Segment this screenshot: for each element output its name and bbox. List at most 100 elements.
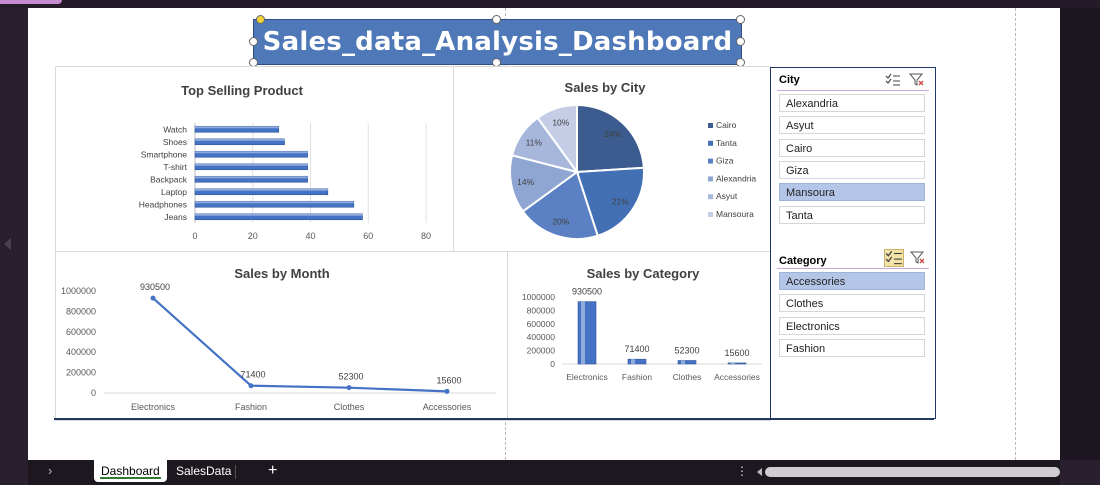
legend-label: Mansoura — [716, 209, 754, 219]
slicer-item-mansoura[interactable]: Mansoura — [779, 183, 925, 202]
legend-swatch — [708, 140, 713, 146]
series-line — [152, 297, 448, 393]
shape-resize-handle[interactable] — [492, 15, 501, 24]
slicer-item-cairo[interactable]: Cairo — [779, 138, 925, 157]
pie-slice — [536, 103, 578, 176]
bar-highlight — [195, 163, 308, 166]
legend-swatch — [708, 176, 713, 182]
x-tick-label: 80 — [421, 231, 431, 241]
legend-swatch — [708, 212, 713, 217]
slicer-divider — [777, 268, 929, 269]
y-tick-label: Smartphone — [141, 149, 188, 159]
shape-rotate-handle[interactable] — [256, 15, 265, 24]
dashboard-title: Sales_data_Analysis_Dashboard — [262, 27, 733, 57]
legend-swatch — [708, 123, 713, 128]
shape-resize-handle[interactable] — [249, 37, 258, 46]
y-tick-label: 0 — [91, 388, 96, 398]
city-slicer[interactable]: City Alexandria Asyut Cairo Giza Mansoura Tan… — [770, 67, 936, 251]
tab-scroll-right-icon[interactable]: › — [48, 463, 53, 478]
slicer-item-giza[interactable]: Giza — [779, 160, 925, 179]
legend-swatch — [708, 194, 713, 200]
data-label: 71400 — [624, 344, 649, 354]
clear-filter-icon[interactable] — [910, 251, 926, 265]
y-tick-label: 1000000 — [522, 292, 555, 302]
x-tick-label: Clothes — [673, 372, 702, 382]
slicer-divider — [777, 90, 929, 91]
bar-highlight — [195, 126, 279, 129]
legend-label: Alexandria — [716, 173, 756, 183]
data-point — [248, 383, 254, 389]
horizontal-scrollbar[interactable] — [765, 467, 1060, 477]
data-label: 71400 — [240, 370, 265, 380]
bar-highlight — [631, 359, 635, 364]
shape-resize-handle[interactable] — [736, 15, 745, 24]
pie-slice — [521, 170, 599, 240]
clear-filter-icon[interactable] — [909, 73, 925, 87]
slice-label: 10% — [552, 117, 569, 127]
shape-resize-handle[interactable] — [736, 37, 745, 46]
x-tick-label: Electronics — [131, 402, 176, 412]
y-tick-label: Jeans — [164, 212, 187, 222]
month-line-chart[interactable]: Sales by Month 1000000 800000 600000 400000… — [55, 251, 509, 421]
slice-label: 11% — [526, 138, 543, 148]
slicer-item-asyut[interactable]: Asyut — [779, 116, 925, 135]
tab-dashboard[interactable]: Dashboard — [94, 460, 167, 482]
x-tick-label: Accessories — [423, 402, 472, 412]
y-tick-label: Headphones — [139, 199, 187, 209]
y-tick-label: Shoes — [163, 137, 187, 147]
y-tick-label: 400000 — [66, 347, 96, 357]
slicer-item-electronics[interactable]: Electronics — [779, 316, 925, 335]
scroll-left-icon[interactable] — [757, 468, 762, 476]
y-tick-label: 200000 — [527, 346, 556, 356]
slicer-header: Category — [779, 255, 827, 267]
left-scroll-arrow-icon[interactable] — [4, 238, 11, 250]
multi-select-icon[interactable] — [884, 249, 904, 267]
category-slicer[interactable]: Category Accessories Clothes Electronics Fa… — [770, 249, 936, 419]
y-tick-label: Watch — [163, 124, 187, 134]
legend-swatch — [708, 158, 713, 164]
bar — [577, 301, 597, 365]
x-tick-label: Electronics — [566, 372, 608, 382]
bar — [627, 358, 647, 365]
y-tick-label: 600000 — [66, 327, 96, 337]
bar-highlight — [195, 138, 285, 141]
chart-title: Sales by Month — [234, 266, 330, 281]
multi-select-icon[interactable] — [885, 73, 901, 87]
more-options-icon[interactable]: ⋮ — [736, 464, 748, 478]
window-top-strip — [0, 0, 1100, 8]
x-tick-label: Fashion — [235, 402, 267, 412]
page-break-line — [1015, 8, 1016, 460]
x-tick-label: 60 — [363, 231, 373, 241]
pie-slice — [576, 103, 645, 174]
right-gutter — [1060, 8, 1100, 460]
slicer-item-alexandria[interactable]: Alexandria — [779, 94, 925, 112]
chart-title: Sales by City — [564, 80, 646, 95]
category-bar-chart[interactable]: Sales by Category 1000000 800000 600000 400… — [507, 251, 771, 421]
bar — [727, 362, 747, 365]
category-bar-plot: 1000000 800000 600000 400000 200000 0 930500 El… — [522, 287, 762, 382]
slicer-item-tanta[interactable]: Tanta — [779, 205, 925, 224]
data-label: 930500 — [572, 287, 602, 297]
data-point — [444, 388, 450, 394]
y-tick-label: T-shirt — [163, 162, 187, 172]
top-product-chart[interactable]: Top Selling Product 0 20 40 60 80 Watch Shoes S… — [55, 66, 455, 253]
slice-label: 14% — [517, 177, 534, 187]
slicer-item-fashion[interactable]: Fashion — [779, 338, 925, 357]
slicer-item-accessories[interactable]: Accessories — [779, 272, 925, 290]
pie-slice — [575, 166, 645, 237]
data-label: 15600 — [724, 348, 749, 358]
chart-title: Top Selling Product — [181, 83, 303, 98]
accent-tab — [0, 0, 62, 4]
legend-label: Asyut — [716, 191, 738, 201]
tab-salesdata[interactable]: SalesData — [176, 464, 232, 478]
dashboard-title-box[interactable]: Sales_data_Analysis_Dashboard — [253, 19, 742, 65]
city-pie-plot: 24% 21% 20% 14% 11% 10% Cairo Tanta Giza Alexandr… — [509, 103, 756, 240]
add-sheet-button[interactable]: + — [268, 462, 278, 479]
city-pie-chart[interactable]: Sales by City 24% 21% 20% 14% 11% 10% Cairo Tan… — [453, 66, 771, 253]
tab-divider — [235, 465, 236, 479]
slicer-item-clothes[interactable]: Clothes — [779, 294, 925, 313]
bar-highlight — [195, 151, 308, 154]
x-tick-label: Fashion — [622, 372, 653, 382]
bar-highlight — [731, 362, 735, 364]
data-label: 52300 — [674, 345, 699, 355]
